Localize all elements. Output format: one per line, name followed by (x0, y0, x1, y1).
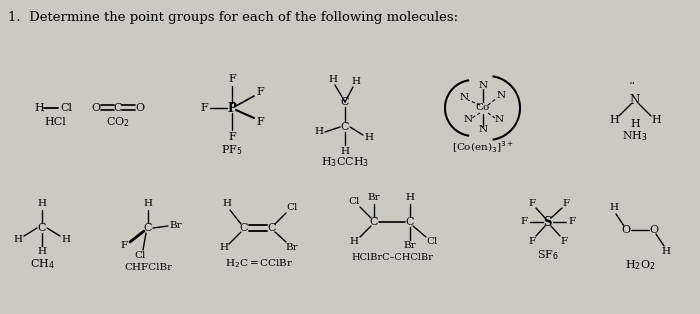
Text: F: F (568, 218, 575, 226)
Text: N: N (459, 93, 468, 101)
Text: H: H (651, 115, 661, 125)
Text: F: F (228, 74, 236, 84)
Text: C: C (267, 223, 276, 233)
Text: C: C (406, 217, 414, 227)
Text: HCl: HCl (44, 117, 66, 127)
Text: F: F (228, 132, 236, 142)
Text: CHFClBr: CHFClBr (124, 263, 172, 273)
Text: C: C (370, 217, 378, 227)
Text: H: H (13, 235, 22, 243)
Text: Cl: Cl (286, 203, 297, 213)
Text: Cl: Cl (60, 103, 72, 113)
Text: SF$_6$: SF$_6$ (537, 248, 559, 262)
Text: C: C (239, 223, 248, 233)
Text: HClBrC–CHClBr: HClBrC–CHClBr (351, 253, 433, 263)
Text: H: H (34, 103, 44, 113)
Text: H: H (340, 147, 349, 155)
Text: H: H (314, 127, 323, 137)
Text: H: H (351, 77, 360, 85)
Text: F: F (528, 198, 536, 208)
Text: H: H (365, 133, 374, 143)
Text: O: O (622, 225, 631, 235)
Text: C: C (38, 223, 46, 233)
Text: H: H (62, 235, 71, 243)
Text: N: N (478, 126, 488, 134)
Text: 1.  Determine the point groups for each of the following molecules:: 1. Determine the point groups for each o… (8, 11, 458, 24)
Text: H: H (609, 115, 619, 125)
Text: H: H (220, 243, 228, 252)
Text: Co: Co (476, 104, 490, 112)
Text: PF$_5$: PF$_5$ (221, 143, 243, 157)
Text: F: F (256, 117, 264, 127)
Text: C: C (341, 122, 349, 132)
Text: F: F (528, 236, 536, 246)
Text: H: H (223, 199, 232, 208)
Text: F: F (120, 241, 127, 251)
Text: Br: Br (286, 243, 298, 252)
Text: H: H (405, 193, 414, 203)
Text: Cl: Cl (349, 198, 360, 207)
Text: O: O (650, 225, 659, 235)
Text: S: S (544, 215, 552, 229)
Text: C: C (113, 103, 122, 113)
Text: O: O (135, 103, 145, 113)
Text: H: H (38, 199, 46, 208)
Text: H: H (610, 203, 619, 213)
Text: Br: Br (169, 220, 182, 230)
Text: C: C (144, 223, 153, 233)
Text: N: N (496, 90, 505, 100)
Text: H$_3$CCH$_3$: H$_3$CCH$_3$ (321, 155, 369, 169)
Text: C: C (341, 97, 349, 107)
Text: Br: Br (368, 193, 380, 203)
Text: F: F (256, 87, 264, 97)
Text: [Co(en)$_3$]$^{3+}$: [Co(en)$_3$]$^{3+}$ (452, 139, 514, 155)
Text: H: H (328, 74, 337, 84)
Text: Cl: Cl (134, 252, 146, 261)
Text: Br: Br (404, 241, 416, 251)
Text: H: H (630, 119, 640, 129)
Text: Cl: Cl (426, 237, 438, 246)
Text: N: N (630, 94, 640, 106)
Text: N: N (478, 80, 488, 89)
Text: H: H (144, 199, 153, 208)
Text: CO$_2$: CO$_2$ (106, 115, 130, 129)
Text: H: H (38, 247, 46, 257)
Text: P: P (228, 101, 237, 115)
Text: N: N (463, 116, 473, 124)
Text: ¨: ¨ (629, 84, 635, 96)
Text: F: F (561, 236, 568, 246)
Text: CH$_4$: CH$_4$ (29, 257, 55, 271)
Text: H: H (662, 247, 671, 257)
Text: F: F (520, 218, 528, 226)
Text: H$_2$O$_2$: H$_2$O$_2$ (625, 258, 655, 272)
Text: F: F (562, 198, 570, 208)
Text: H$_2$C$=$CClBr: H$_2$C$=$CClBr (225, 257, 293, 270)
Text: N: N (494, 116, 503, 124)
Text: H: H (349, 237, 358, 246)
Text: F: F (200, 103, 208, 113)
Text: NH$_3$: NH$_3$ (622, 129, 648, 143)
Text: O: O (92, 103, 101, 113)
